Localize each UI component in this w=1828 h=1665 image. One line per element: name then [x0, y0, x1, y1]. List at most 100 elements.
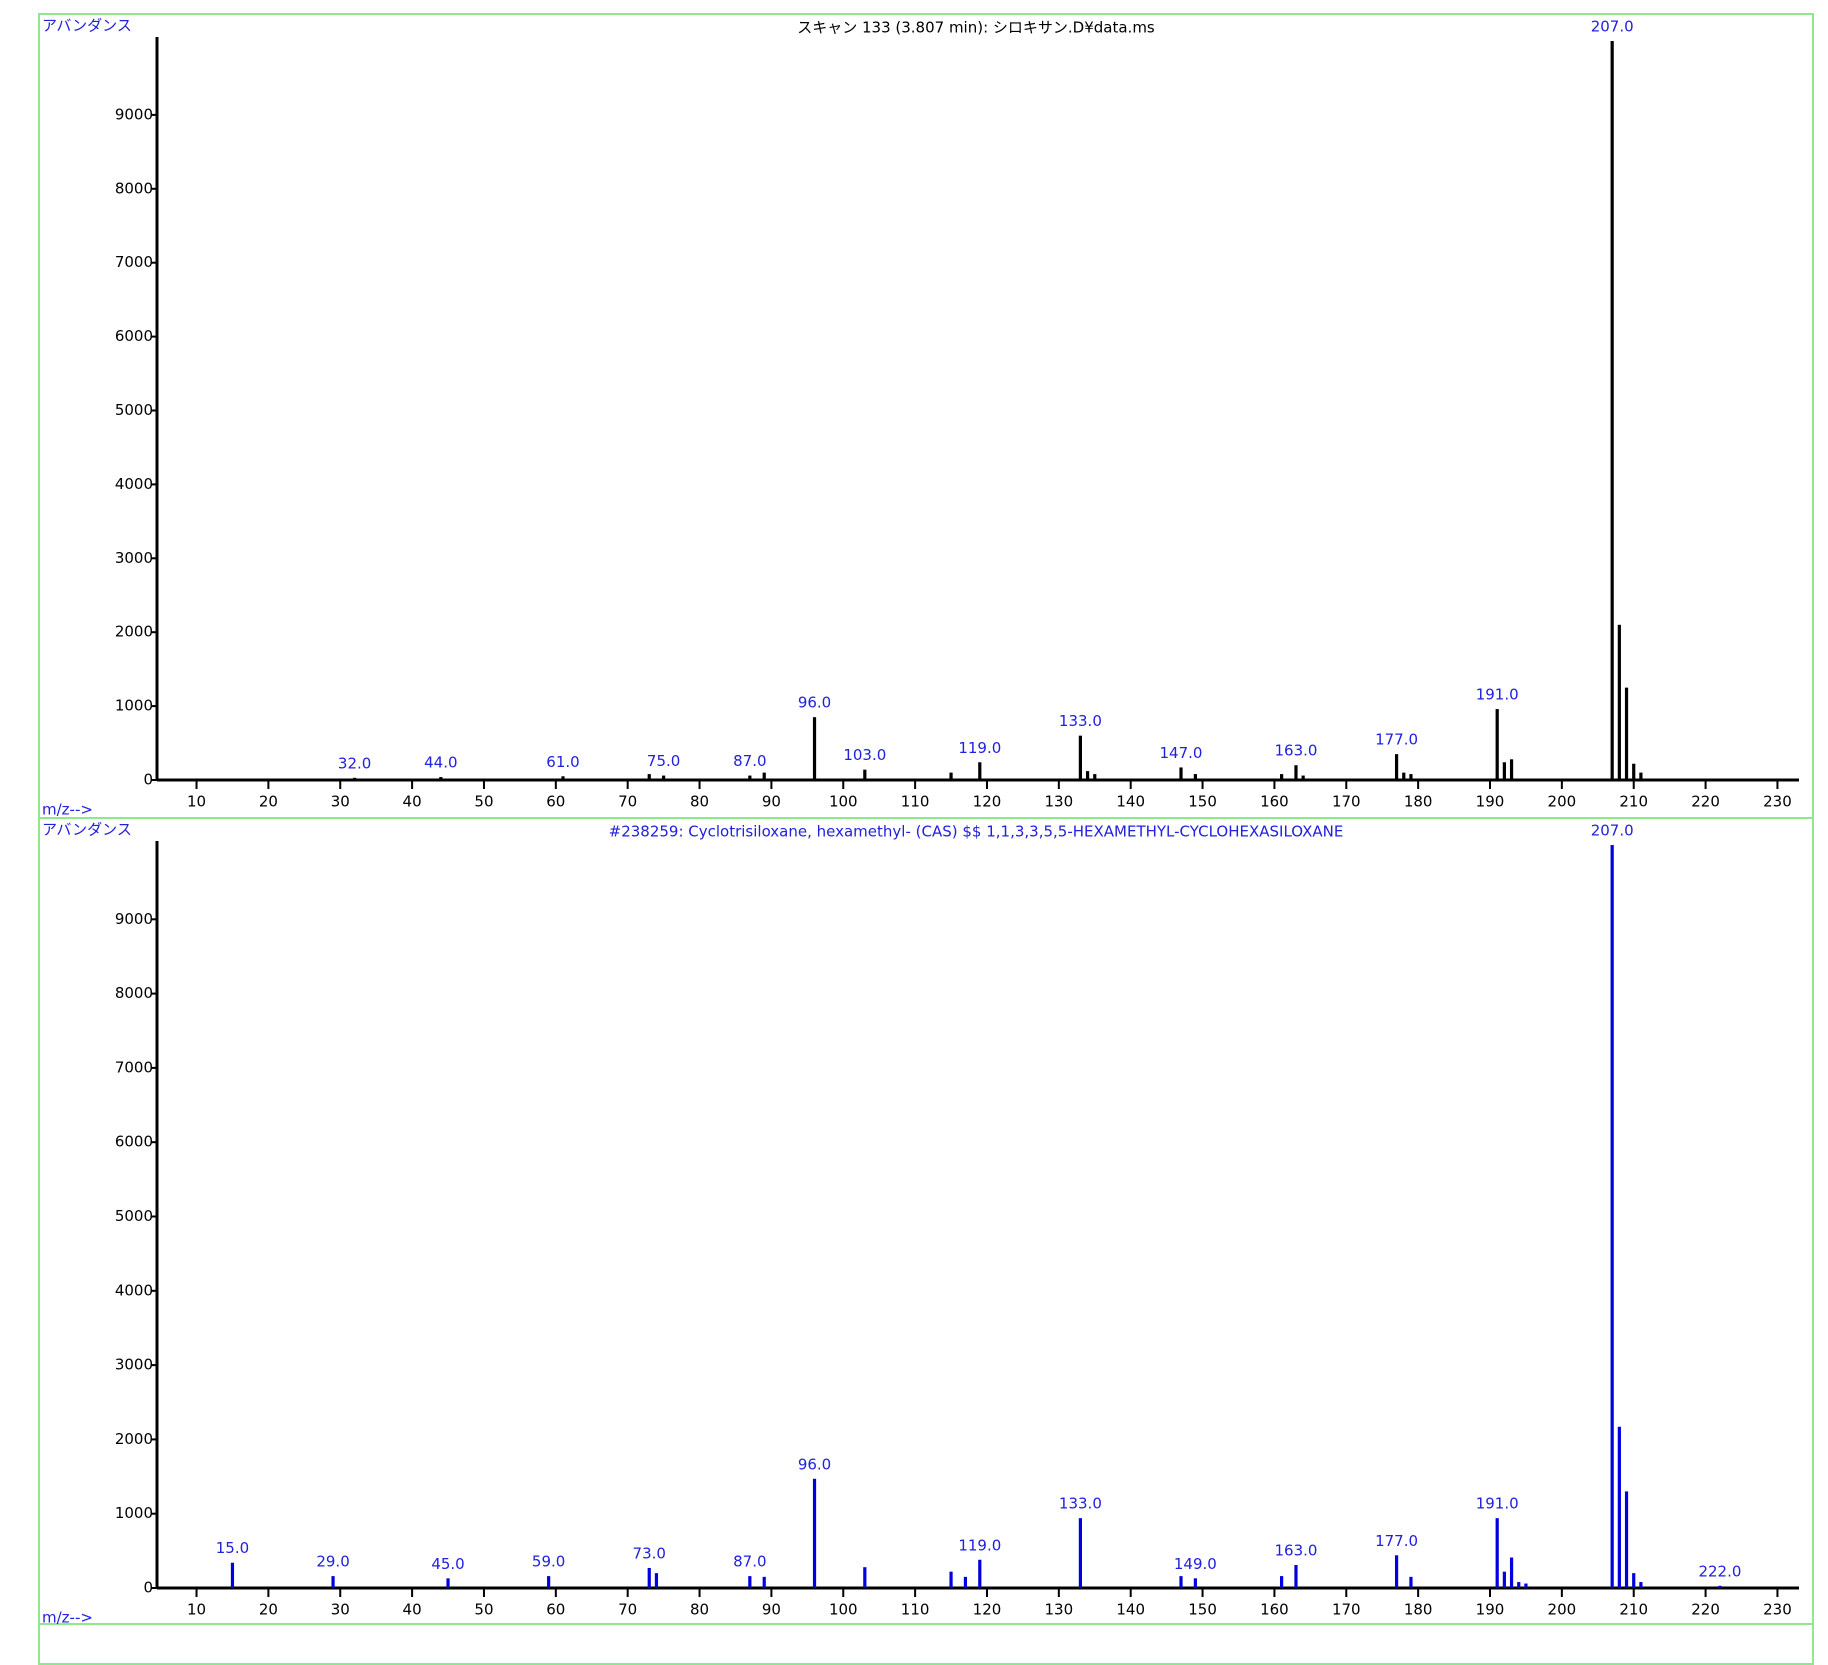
- peak: [1301, 775, 1305, 780]
- peak: [1639, 772, 1643, 780]
- peak-label: 15.0: [216, 1539, 249, 1557]
- y-tick-label: 0: [143, 771, 153, 789]
- peak-label: 163.0: [1275, 742, 1318, 760]
- x-tick-label: 110: [901, 1601, 930, 1619]
- y-tick-label: 6000: [115, 1133, 153, 1151]
- panel-frame: [38, 817, 1814, 1625]
- y-tick-label: 1000: [115, 1504, 153, 1522]
- x-tick-label: 50: [474, 793, 493, 811]
- y-tick-label: 4000: [115, 475, 153, 493]
- peak-label: 103.0: [843, 746, 886, 764]
- peak: [1409, 1576, 1413, 1588]
- y-tick-label: 9000: [115, 910, 153, 928]
- x-tick-label: 150: [1188, 1601, 1217, 1619]
- peak-label: 32.0: [338, 754, 371, 772]
- x-tick-label: 70: [618, 1601, 637, 1619]
- x-tick-label: 180: [1404, 1601, 1433, 1619]
- peak: [1502, 1571, 1506, 1588]
- peak: [1280, 774, 1284, 780]
- y-tick-label: 0: [143, 1579, 153, 1597]
- peak: [331, 1576, 335, 1588]
- peak: [230, 1562, 235, 1588]
- peak: [1193, 1578, 1197, 1588]
- y-tick-label: 8000: [115, 179, 153, 197]
- peak: [1509, 1557, 1514, 1588]
- peak: [949, 1571, 953, 1588]
- x-tick-label: 170: [1332, 793, 1361, 811]
- x-tick-label: 20: [259, 793, 278, 811]
- x-tick-label: 60: [546, 1601, 565, 1619]
- peak-label: 191.0: [1476, 1495, 1519, 1513]
- peak: [1610, 845, 1614, 1588]
- y-axis-label: アバンダンス: [42, 821, 132, 839]
- x-tick-label: 40: [403, 1601, 422, 1619]
- peak: [1394, 1555, 1399, 1588]
- peak-label: 45.0: [431, 1555, 464, 1573]
- x-tick-label: 140: [1116, 793, 1145, 811]
- x-tick-label: 190: [1476, 793, 1505, 811]
- peak: [812, 717, 817, 780]
- peak-label: 133.0: [1059, 1495, 1102, 1513]
- peak: [647, 774, 651, 780]
- peak: [1524, 1583, 1528, 1588]
- peak-label: 191.0: [1476, 686, 1519, 704]
- peak: [1624, 1491, 1629, 1588]
- peak: [1085, 771, 1090, 780]
- x-tick-label: 100: [829, 1601, 858, 1619]
- y-tick-label: 7000: [115, 1058, 153, 1076]
- x-tick-label: 160: [1260, 793, 1289, 811]
- peak: [978, 1559, 982, 1588]
- x-tick-label: 90: [762, 793, 781, 811]
- peak: [1495, 1518, 1499, 1588]
- peak: [1409, 774, 1413, 780]
- y-tick-label: 1000: [115, 697, 153, 715]
- peak: [1610, 41, 1614, 780]
- y-axis-label: アバンダンス: [42, 17, 132, 35]
- y-tick-label: 2000: [115, 623, 153, 641]
- peak-label: 147.0: [1160, 744, 1203, 762]
- peak: [1394, 754, 1399, 780]
- x-tick-label: 10: [187, 793, 206, 811]
- peak-label: 73.0: [633, 1544, 666, 1562]
- y-tick-label: 9000: [115, 105, 153, 123]
- peak: [812, 1478, 817, 1588]
- peak-label: 222.0: [1698, 1562, 1741, 1580]
- peak: [654, 1573, 659, 1588]
- x-tick-label: 230: [1763, 793, 1792, 811]
- peak: [1517, 1582, 1521, 1588]
- peak: [662, 775, 666, 780]
- peak: [1495, 709, 1499, 780]
- y-tick-label: 8000: [115, 984, 153, 1002]
- peak-label: 87.0: [733, 1553, 766, 1571]
- peak: [978, 762, 982, 780]
- peak-label: 207.0: [1591, 18, 1634, 36]
- peak: [762, 1576, 766, 1588]
- panel-frame: [38, 1623, 1814, 1665]
- peak: [1624, 687, 1629, 780]
- peak-label: 87.0: [733, 752, 766, 770]
- peak-label: 29.0: [316, 1553, 349, 1571]
- x-tick-label: 130: [1045, 1601, 1074, 1619]
- peak: [353, 777, 357, 780]
- peak-label: 61.0: [546, 753, 579, 771]
- y-tick-label: 7000: [115, 253, 153, 271]
- peak: [762, 772, 766, 780]
- y-tick-label: 5000: [115, 1207, 153, 1225]
- peak: [1639, 1582, 1643, 1588]
- peak: [1078, 735, 1083, 780]
- peak: [1294, 765, 1298, 780]
- peak-label: 133.0: [1059, 712, 1102, 730]
- x-tick-label: 220: [1691, 793, 1720, 811]
- y-tick-label: 2000: [115, 1430, 153, 1448]
- x-tick-label: 220: [1691, 1601, 1720, 1619]
- peak-label: 119.0: [958, 739, 1001, 757]
- peak: [863, 1567, 867, 1588]
- x-tick-label: 160: [1260, 1601, 1289, 1619]
- peak: [748, 1576, 752, 1588]
- peak-label: 149.0: [1174, 1555, 1217, 1573]
- peak-label: 177.0: [1375, 1532, 1418, 1550]
- x-tick-label: 150: [1188, 793, 1217, 811]
- x-axis-label: m/z-->: [42, 801, 93, 819]
- peak: [1078, 1518, 1083, 1588]
